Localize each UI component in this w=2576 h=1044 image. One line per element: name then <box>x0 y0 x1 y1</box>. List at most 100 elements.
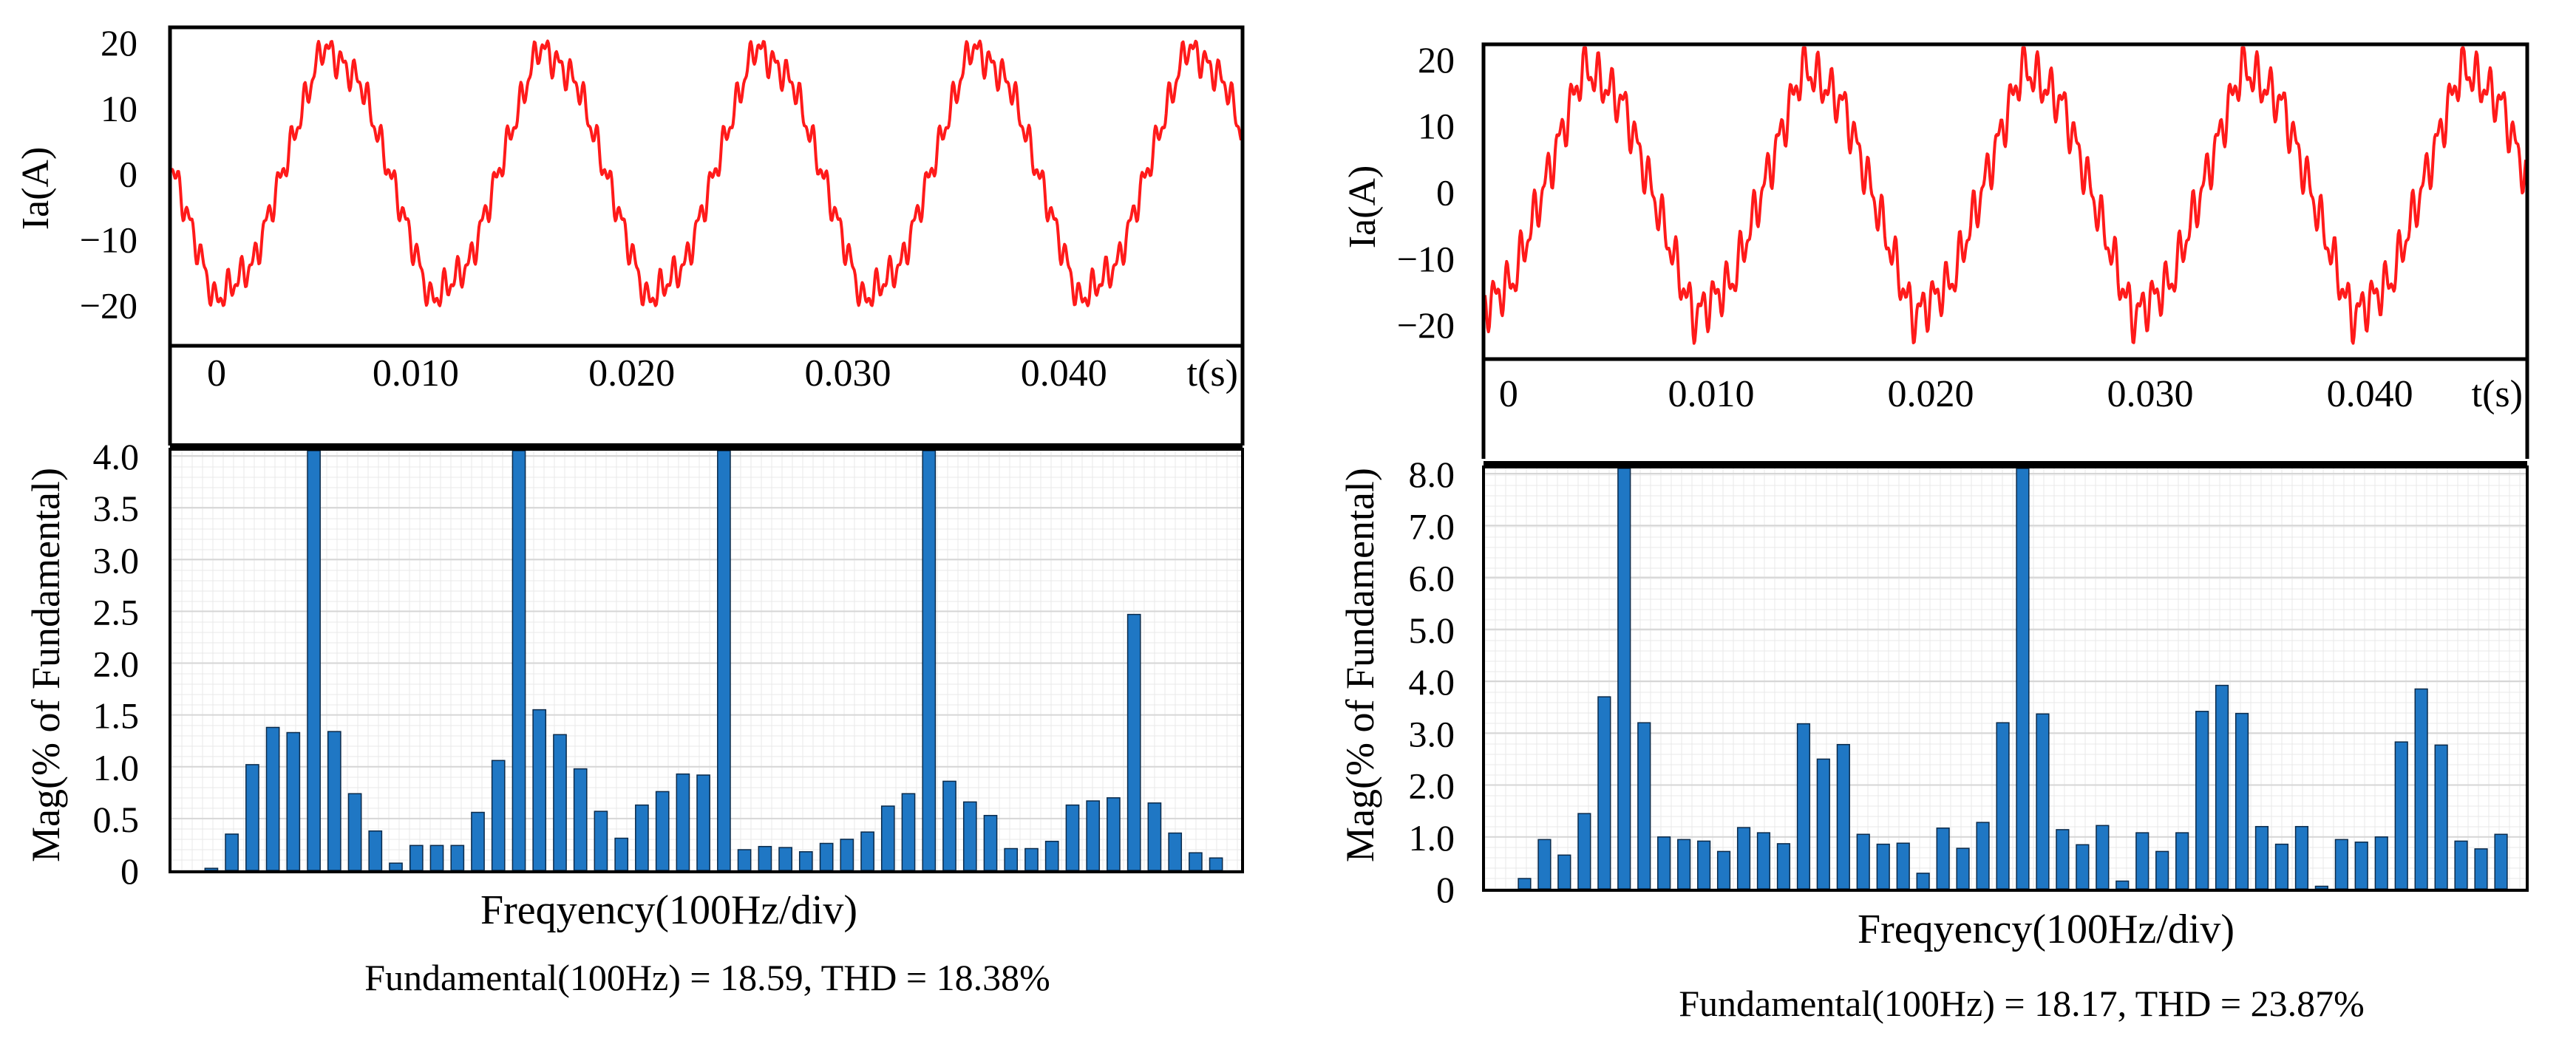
left-wave-xlabel: t(s) <box>1187 352 1238 395</box>
left-harmonic-bar <box>696 774 710 871</box>
right-harmonic-bar <box>2254 825 2269 890</box>
right-wave-ytick: −10 <box>1397 238 1455 279</box>
right-harmonic-bar <box>2434 744 2448 890</box>
right-harmonic-bar <box>2414 688 2428 890</box>
left-harmonic-bar <box>1168 832 1183 871</box>
right-harmonic-bar <box>1856 833 1870 890</box>
right-fft-caption: Fundamental(100Hz) = 18.17, THD = 23.87% <box>1679 983 2365 1024</box>
right-harmonic-bar <box>2274 843 2289 890</box>
left-harmonic-bar <box>840 839 854 871</box>
left-harmonic-bar <box>778 847 792 871</box>
right-bar-ytick: 5.0 <box>1409 610 1455 651</box>
right-bar-xlabel: Freqyency(100Hz/div) <box>1858 907 2235 952</box>
right-wave-xtick: 0.040 <box>2327 373 2413 415</box>
right-wave-ylabel: Ia(A) <box>1342 166 1384 249</box>
left-bar-ylabel: Mag(% of Fundamental) <box>24 468 68 862</box>
left-harmonic-bar <box>860 831 874 871</box>
right-bar-ylabel: Mag(% of Fundamental) <box>1338 468 1382 862</box>
left-bar-frame <box>169 448 1244 873</box>
right-bar-ytick: 4.0 <box>1409 661 1455 703</box>
right-harmonic-bar <box>2016 468 2030 890</box>
left-bar-ytick: 2.5 <box>93 591 140 632</box>
right-bar-ytick: 8.0 <box>1409 454 1455 495</box>
left-harmonic-bar <box>635 804 649 871</box>
left-harmonic-bar <box>327 731 341 871</box>
left-bar-ytick: 4.0 <box>93 436 140 477</box>
left-wave-xtick: 0.020 <box>588 352 675 395</box>
right-harmonic-bar <box>1577 813 1591 890</box>
right-bar-ytick: 3.0 <box>1409 713 1455 754</box>
right-wave-xtick: 0.030 <box>2107 373 2194 415</box>
right-wave-xlabel: t(s) <box>2472 373 2523 415</box>
right-harmonic-bar <box>2294 825 2309 890</box>
right-harmonic-bar <box>1836 743 1850 890</box>
right-harmonic-bar <box>2215 684 2229 890</box>
left-harmonic-bar <box>737 849 752 871</box>
right-harmonic-bar <box>2454 840 2468 890</box>
left-harmonic-bar <box>1189 852 1203 871</box>
right-harmonic-bar <box>1876 843 1890 890</box>
right-bar-ytick: 1.0 <box>1409 817 1455 859</box>
left-wave-ytick: 20 <box>101 22 137 64</box>
left-harmonic-bar <box>286 731 301 871</box>
right-wave-ytick: 10 <box>1418 106 1455 147</box>
right-harmonic-bar <box>1617 468 1631 890</box>
right-harmonic-bar <box>2195 711 2209 890</box>
left-harmonic-bar <box>962 801 977 871</box>
left-harmonic-bar <box>368 830 383 871</box>
right-harmonic-bar <box>2374 836 2388 890</box>
left-harmonic-bar <box>1024 847 1039 871</box>
right-harmonic-bar <box>2036 713 2050 890</box>
left-wave-xtick: 0.010 <box>373 352 459 395</box>
right-waveform-frame <box>1481 42 2529 361</box>
left-wave-xtick: 0.030 <box>804 352 891 395</box>
right-harmonic-bar <box>1956 847 1970 890</box>
left-harmonic-bar <box>471 811 485 871</box>
left-harmonic-bar <box>347 793 362 871</box>
right-harmonic-bar <box>1597 696 1611 890</box>
right-bar-ytick: 0 <box>1436 869 1455 910</box>
left-harmonic-bar <box>204 867 219 871</box>
left-harmonic-bar <box>922 450 937 871</box>
right-harmonic-bar <box>1637 722 1651 890</box>
left-harmonic-bar <box>798 851 813 871</box>
right-ia-waveform-line <box>1484 46 2527 345</box>
left-harmonic-bar <box>1065 804 1080 871</box>
left-harmonic-bar <box>409 845 424 871</box>
left-harmonic-bar <box>1004 847 1019 871</box>
right-bar-ytick: 7.0 <box>1409 505 1455 547</box>
left-harmonic-bar <box>512 450 526 871</box>
right-harmonic-bar <box>2175 832 2189 890</box>
right-harmonic-bar <box>1677 839 1691 890</box>
right-wave-ytick: −20 <box>1397 304 1455 346</box>
right-bar-ytick: 6.0 <box>1409 558 1455 599</box>
left-wave-ytick: −20 <box>80 285 137 327</box>
left-bar-ytick: 1.5 <box>93 695 140 737</box>
right-harmonic-bar <box>2096 825 2110 890</box>
right-harmonic-bar <box>1896 842 1910 890</box>
left-harmonic-bar <box>573 768 588 871</box>
labels-layer: 20 10 0 −10 −20 0 0.010 0.020 0.030 0.040 t(s) Ia(A… <box>15 22 2523 1024</box>
bar-grid-layer <box>171 451 2526 890</box>
right-harmonic-bar <box>1518 878 1532 890</box>
right-harmonic-bar <box>2394 741 2408 890</box>
right-harmonic-bar <box>2235 712 2249 890</box>
right-harmonic-bar <box>1796 723 1811 890</box>
right-wave-xtick: 0 <box>1499 373 1518 415</box>
left-harmonic-bar <box>1086 800 1101 871</box>
left-harmonic-bar <box>717 450 731 871</box>
left-wave-ytick: 0 <box>119 154 137 195</box>
left-harmonic-bar <box>655 791 670 871</box>
left-harmonic-bar <box>1209 857 1223 871</box>
left-harmonic-bar <box>225 833 239 871</box>
right-wave-ytick: 0 <box>1436 172 1455 214</box>
right-harmonic-bar <box>2056 829 2070 890</box>
left-bar-ytick: 0.5 <box>93 799 140 840</box>
right-harmonic-bar <box>2494 833 2508 890</box>
left-harmonic-bar <box>1107 797 1121 871</box>
right-harmonic-bar <box>1657 836 1671 890</box>
right-harmonic-bar <box>2334 839 2348 890</box>
left-harmonic-bar <box>307 450 321 871</box>
left-harmonic-bar <box>676 773 690 871</box>
right-bar-frame <box>1482 465 2529 892</box>
